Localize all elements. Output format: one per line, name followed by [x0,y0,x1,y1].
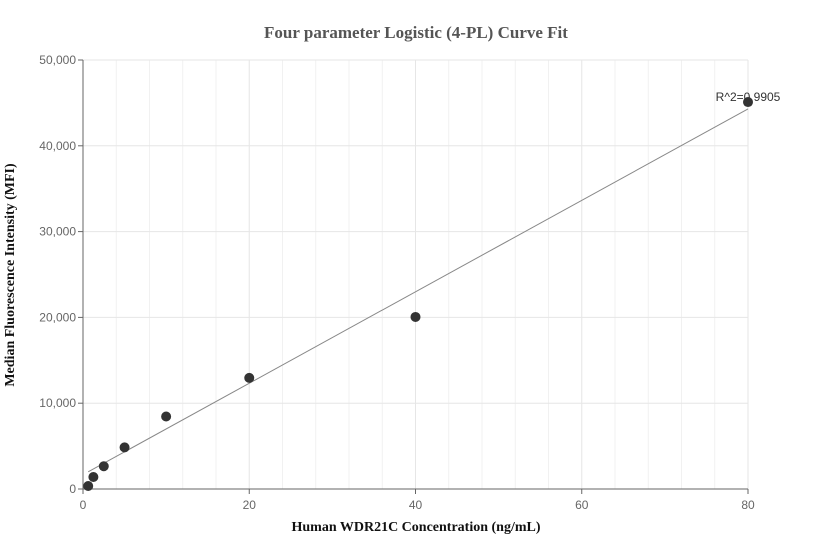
fit-line [87,108,749,473]
x-tick-labels: 0 20 40 60 80 [80,498,755,512]
y-tick-label: 10,000 [39,396,76,410]
data-point [410,311,421,322]
data-point [119,442,130,453]
x-tick-label: 0 [80,498,87,512]
x-axis-label: Human WDR21C Concentration (ng/mL) [291,520,540,535]
data-point [743,97,753,108]
chart-title: Four parameter Logistic (4-PL) Curve Fit [264,23,568,42]
fit-curve [87,108,749,473]
data-point [161,411,172,422]
data-point [244,372,255,383]
y-tick-label: 20,000 [39,310,76,324]
x-tick-label: 40 [409,498,423,512]
x-tick-label: 80 [741,498,755,512]
data-points [83,97,753,491]
y-tick-labels: 0 10,000 20,000 30,000 40,000 50,000 [39,53,76,496]
y-tick-label: 30,000 [39,225,76,239]
y-tick-label: 0 [69,482,76,496]
x-tick-label: 20 [243,498,257,512]
data-point [88,471,99,482]
r-squared-annotation: R^2=0.9905 [716,90,781,104]
y-axis-label: Median Fluorescence Intensity (MFI) [3,163,18,387]
grid [82,59,749,490]
x-tick-label: 60 [575,498,589,512]
y-tick-label: 40,000 [39,139,76,153]
axes [78,59,749,494]
data-point [98,461,109,472]
y-tick-label: 50,000 [39,53,76,67]
data-point [83,480,94,491]
